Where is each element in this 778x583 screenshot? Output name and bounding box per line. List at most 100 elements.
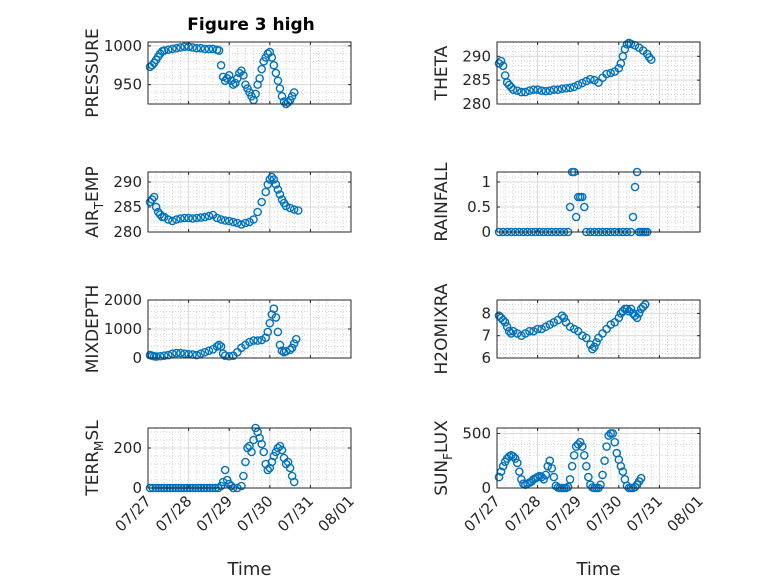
subplot-theta: 280 285 290 THETA — [432, 38, 701, 113]
y-tick-label: 1 — [481, 173, 491, 191]
y-axis-label-h2omixra: H2OMIXRA — [432, 283, 452, 374]
data-point — [287, 343, 297, 353]
y-tick-label: 1000 — [104, 320, 142, 338]
data-point — [517, 87, 526, 97]
data-point — [569, 82, 579, 92]
data-point — [529, 85, 538, 94]
x-tick-label: 07/27 — [461, 492, 504, 535]
gridlines — [496, 171, 701, 233]
data-point — [257, 197, 266, 207]
data-point — [563, 482, 573, 492]
data-point — [579, 450, 589, 460]
data-point — [168, 349, 177, 358]
data-point — [204, 44, 214, 54]
data-point — [565, 474, 575, 484]
x-tick-label: 07/31 — [623, 492, 666, 535]
data-point — [559, 313, 569, 323]
data-point — [604, 431, 613, 440]
data-point — [245, 337, 254, 347]
data-point — [253, 336, 262, 345]
y-tick-label: 290 — [113, 173, 142, 191]
y-axis-label-sun-flux: SUNFLUX — [432, 420, 455, 496]
data-point — [204, 211, 214, 221]
data-point — [188, 43, 197, 52]
data-point — [275, 190, 285, 199]
data-point — [176, 348, 185, 358]
data-point — [610, 437, 620, 447]
data-point — [196, 349, 206, 358]
axes-box — [496, 299, 701, 359]
data-point — [622, 40, 632, 49]
data-point — [255, 74, 264, 83]
data-point — [549, 472, 559, 482]
y-tick-label: 285 — [113, 198, 142, 216]
data-point — [533, 324, 542, 334]
data-point — [261, 333, 271, 343]
axes-box — [147, 171, 352, 233]
x-tick-label: 07/29 — [193, 492, 236, 535]
data-point — [271, 313, 281, 322]
gridlines — [147, 171, 352, 233]
data-point — [196, 43, 206, 53]
data-point — [224, 71, 234, 80]
axes-box — [496, 427, 701, 489]
data-point — [259, 447, 269, 457]
data-point — [273, 185, 283, 194]
data-point — [557, 311, 567, 320]
figure-title: Figure 3 high — [187, 15, 315, 35]
data-point — [214, 46, 224, 55]
data-point — [634, 309, 644, 318]
data-series — [145, 172, 303, 229]
data-point — [622, 304, 632, 314]
data-point — [200, 44, 210, 54]
data-point — [168, 216, 177, 226]
data-point — [180, 213, 189, 223]
data-point — [220, 216, 230, 225]
data-point — [588, 344, 597, 354]
data-point — [277, 346, 287, 356]
data-point — [579, 202, 589, 212]
data-point — [521, 87, 530, 97]
y-axis-label-pressure: PRESSURE — [83, 28, 103, 117]
data-point — [204, 346, 214, 356]
data-point — [253, 207, 262, 217]
data-point — [537, 472, 546, 482]
axes-box — [496, 41, 701, 105]
data-point — [269, 175, 279, 184]
data-point — [573, 440, 583, 449]
data-point — [614, 313, 624, 323]
y-tick-label: 8 — [481, 304, 491, 322]
data-point — [616, 461, 626, 471]
data-point — [547, 464, 557, 473]
data-point — [267, 172, 277, 182]
data-point — [239, 71, 248, 80]
data-point — [293, 206, 303, 215]
data-point — [277, 445, 287, 455]
data-point — [592, 338, 601, 347]
y-tick-label: 0 — [132, 349, 142, 367]
x-tick-label: 08/01 — [664, 492, 707, 535]
data-point — [573, 80, 583, 90]
axes-box — [147, 427, 352, 489]
data-point — [163, 350, 173, 360]
data-point — [155, 351, 165, 361]
x-tick-label: 07/30 — [233, 492, 276, 535]
data-point — [506, 329, 516, 338]
y-tick-label: 285 — [462, 71, 491, 89]
data-series — [494, 38, 656, 97]
data-point — [539, 474, 548, 484]
data-point — [265, 47, 275, 57]
data-series — [494, 300, 650, 354]
y-tick-label: 7 — [481, 327, 491, 345]
data-point — [638, 302, 648, 311]
data-point — [602, 69, 611, 79]
y-tick-label: 500 — [462, 424, 491, 442]
x-tick-label: 07/29 — [542, 492, 585, 535]
data-point — [230, 78, 240, 88]
data-point — [636, 473, 646, 483]
data-point — [172, 348, 181, 358]
data-point — [515, 467, 524, 476]
